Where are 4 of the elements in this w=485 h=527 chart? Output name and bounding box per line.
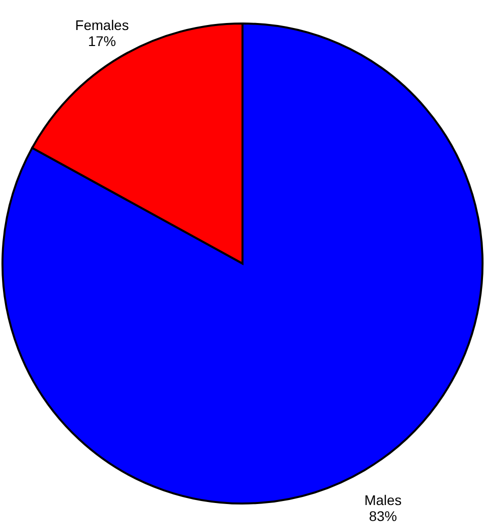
data-label: 83% <box>368 508 398 524</box>
slice-label: Females <box>75 16 129 33</box>
data-label: 17% <box>88 32 116 49</box>
slice-label: Males <box>364 492 402 508</box>
